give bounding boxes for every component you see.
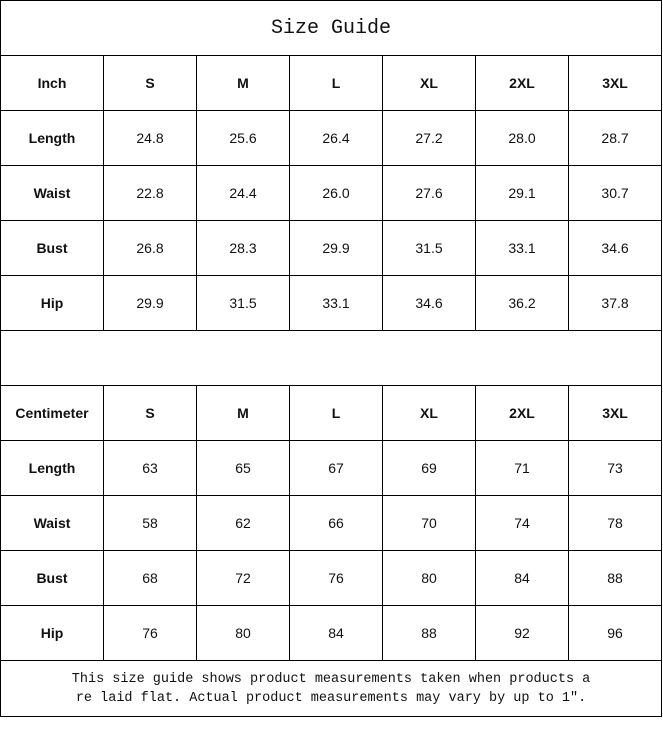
measurement-value: 92 bbox=[475, 605, 569, 661]
spacer bbox=[0, 330, 663, 386]
measurement-value: 70 bbox=[382, 495, 476, 551]
measurement-value: 88 bbox=[567, 550, 663, 606]
measurement-value: 78 bbox=[567, 495, 663, 551]
measurement-note: This size guide shows product measuremen… bbox=[0, 660, 663, 717]
inch-header-row: Inch S M L XL 2XL 3XL bbox=[0, 55, 663, 111]
measurement-value: 26.8 bbox=[103, 220, 197, 276]
measurement-value: 88 bbox=[382, 605, 476, 661]
table-row: Bust 68 72 76 80 84 88 bbox=[0, 550, 663, 606]
measurement-label: Bust bbox=[0, 550, 104, 606]
measurement-value: 72 bbox=[196, 550, 290, 606]
measurement-value: 73 bbox=[567, 440, 663, 496]
measurement-label: Waist bbox=[0, 165, 104, 221]
unit-label: Inch bbox=[0, 55, 104, 111]
size-header: L bbox=[289, 55, 383, 111]
measurement-value: 62 bbox=[196, 495, 290, 551]
measurement-value: 69 bbox=[382, 440, 476, 496]
measurement-value: 34.6 bbox=[382, 275, 476, 331]
size-header: L bbox=[289, 385, 383, 441]
table-row: Hip 76 80 84 88 92 96 bbox=[0, 605, 663, 661]
measurement-value: 84 bbox=[289, 605, 383, 661]
measurement-value: 24.4 bbox=[196, 165, 290, 221]
table-row: Hip 29.9 31.5 33.1 34.6 36.2 37.8 bbox=[0, 275, 663, 331]
measurement-value: 26.4 bbox=[289, 110, 383, 166]
note-row: This size guide shows product measuremen… bbox=[0, 660, 663, 717]
size-header: 2XL bbox=[475, 385, 569, 441]
size-header: S bbox=[103, 55, 197, 111]
size-header: M bbox=[196, 55, 290, 111]
table-row: Waist 22.8 24.4 26.0 27.6 29.1 30.7 bbox=[0, 165, 663, 221]
measurement-value: 28.3 bbox=[196, 220, 290, 276]
measurement-value: 28.0 bbox=[475, 110, 569, 166]
measurement-value: 30.7 bbox=[567, 165, 663, 221]
measurement-value: 80 bbox=[382, 550, 476, 606]
spacer-row bbox=[0, 330, 663, 386]
measurement-value: 67 bbox=[289, 440, 383, 496]
measurement-value: 33.1 bbox=[475, 220, 569, 276]
measurement-label: Hip bbox=[0, 275, 104, 331]
measurement-label: Length bbox=[0, 110, 104, 166]
measurement-value: 24.8 bbox=[103, 110, 197, 166]
measurement-value: 36.2 bbox=[475, 275, 569, 331]
measurement-value: 33.1 bbox=[289, 275, 383, 331]
size-header: 2XL bbox=[475, 55, 569, 111]
measurement-value: 76 bbox=[289, 550, 383, 606]
measurement-value: 76 bbox=[103, 605, 197, 661]
measurement-value: 71 bbox=[475, 440, 569, 496]
measurement-value: 31.5 bbox=[196, 275, 290, 331]
measurement-value: 29.9 bbox=[103, 275, 197, 331]
measurement-label: Hip bbox=[0, 605, 104, 661]
centimeter-header-row: Centimeter S M L XL 2XL 3XL bbox=[0, 385, 663, 441]
table-row: Length 63 65 67 69 71 73 bbox=[0, 440, 663, 496]
measurement-label: Length bbox=[0, 440, 104, 496]
measurement-value: 80 bbox=[196, 605, 290, 661]
measurement-value: 22.8 bbox=[103, 165, 197, 221]
measurement-value: 96 bbox=[567, 605, 663, 661]
size-header: M bbox=[196, 385, 290, 441]
measurement-value: 74 bbox=[475, 495, 569, 551]
measurement-value: 27.6 bbox=[382, 165, 476, 221]
measurement-value: 68 bbox=[103, 550, 197, 606]
size-header: XL bbox=[382, 55, 476, 111]
measurement-value: 26.0 bbox=[289, 165, 383, 221]
table-row: Length 24.8 25.6 26.4 27.2 28.0 28.7 bbox=[0, 110, 663, 166]
measurement-value: 63 bbox=[103, 440, 197, 496]
measurement-value: 34.6 bbox=[567, 220, 663, 276]
measurement-value: 29.1 bbox=[475, 165, 569, 221]
measurement-value: 66 bbox=[289, 495, 383, 551]
measurement-label: Bust bbox=[0, 220, 104, 276]
measurement-value: 37.8 bbox=[567, 275, 663, 331]
measurement-value: 28.7 bbox=[567, 110, 663, 166]
size-header: S bbox=[103, 385, 197, 441]
measurement-value: 58 bbox=[103, 495, 197, 551]
measurement-value: 84 bbox=[475, 550, 569, 606]
measurement-value: 65 bbox=[196, 440, 290, 496]
size-header: 3XL bbox=[567, 385, 663, 441]
measurement-value: 29.9 bbox=[289, 220, 383, 276]
table-row: Bust 26.8 28.3 29.9 31.5 33.1 34.6 bbox=[0, 220, 663, 276]
table-row: Waist 58 62 66 70 74 78 bbox=[0, 495, 663, 551]
measurement-value: 25.6 bbox=[196, 110, 290, 166]
note-line: This size guide shows product measuremen… bbox=[71, 671, 591, 687]
measurement-value: 27.2 bbox=[382, 110, 476, 166]
note-line: re laid flat. Actual product measurement… bbox=[75, 690, 587, 706]
measurement-label: Waist bbox=[0, 495, 104, 551]
measurement-value: 31.5 bbox=[382, 220, 476, 276]
unit-label: Centimeter bbox=[0, 385, 104, 441]
size-header: XL bbox=[382, 385, 476, 441]
size-header: 3XL bbox=[567, 55, 663, 111]
page-title: Size Guide bbox=[0, 0, 663, 56]
